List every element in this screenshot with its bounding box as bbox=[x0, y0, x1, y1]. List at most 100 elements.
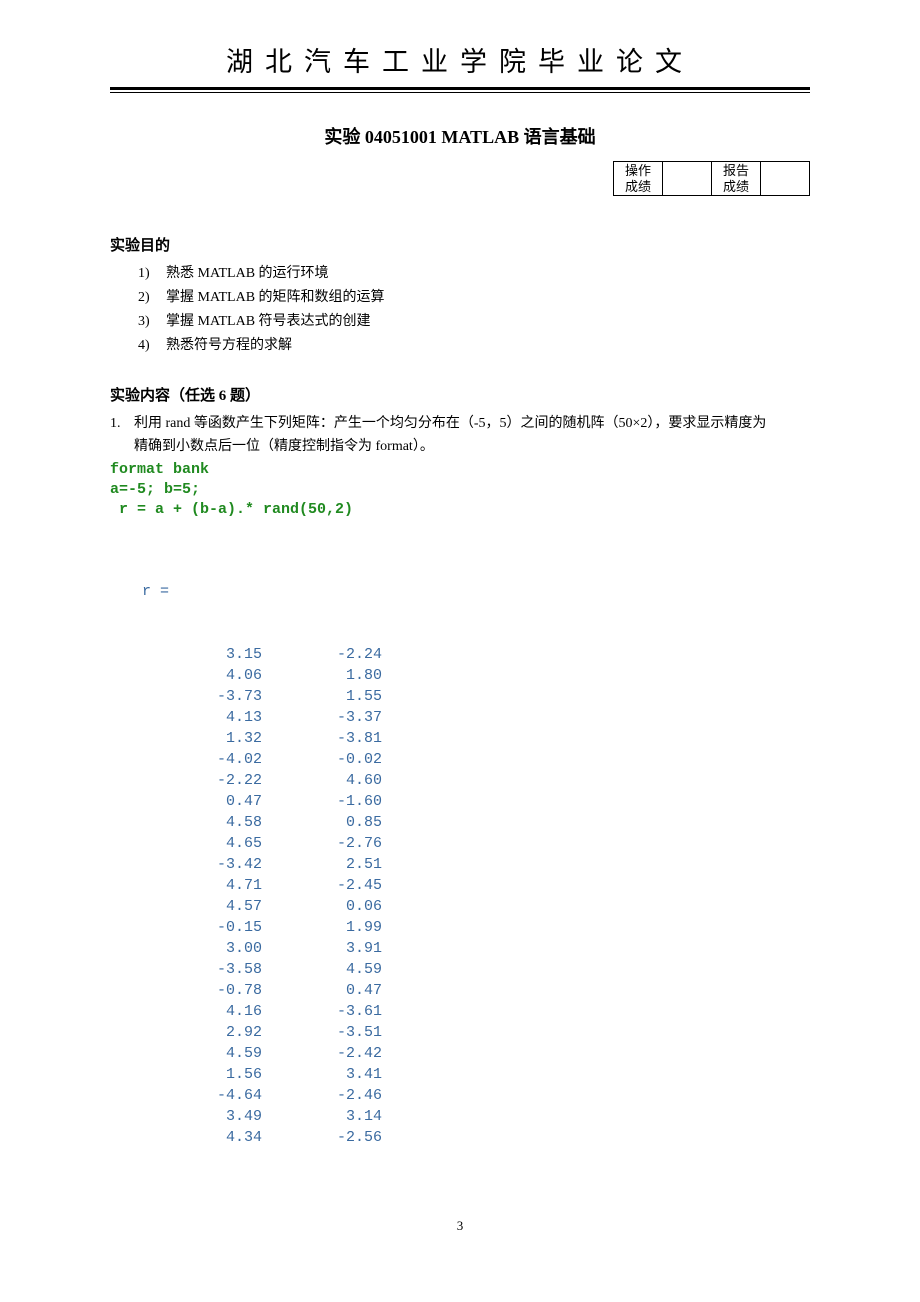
output-row: -2.224.60 bbox=[142, 770, 810, 791]
score-op-value bbox=[663, 162, 712, 196]
output-cell: -2.24 bbox=[262, 644, 382, 665]
output-cell: 3.14 bbox=[262, 1106, 382, 1127]
score-op-label-2: 成绩 bbox=[625, 179, 651, 194]
score-rep-label-1: 报告 bbox=[723, 163, 749, 178]
output-cell: 4.65 bbox=[142, 833, 262, 854]
score-rep-label: 报告 成绩 bbox=[712, 162, 761, 196]
output-cell: 3.41 bbox=[262, 1064, 382, 1085]
output-cell: 1.56 bbox=[142, 1064, 262, 1085]
page-number: 3 bbox=[110, 1218, 810, 1234]
output-cell: 4.60 bbox=[262, 770, 382, 791]
output-cell: 0.47 bbox=[262, 980, 382, 1001]
output-cell: -3.81 bbox=[262, 728, 382, 749]
question-num: 1. bbox=[110, 413, 134, 435]
output-cell: 2.51 bbox=[262, 854, 382, 875]
output-row: 4.16-3.61 bbox=[142, 1001, 810, 1022]
list-item: 3)掌握 MATLAB 符号表达式的创建 bbox=[138, 311, 810, 332]
output-row: 1.563.41 bbox=[142, 1064, 810, 1085]
output-cell: -2.56 bbox=[262, 1127, 382, 1148]
question-text: 利用 rand 等函数产生下列矩阵：产生一个均匀分布在（-5，5）之间的随机阵（… bbox=[134, 413, 774, 458]
obj-text: 熟悉 MATLAB 的运行环境 bbox=[166, 266, 329, 281]
output-row: 4.65-2.76 bbox=[142, 833, 810, 854]
output-row: -3.584.59 bbox=[142, 959, 810, 980]
obj-text: 熟悉符号方程的求解 bbox=[166, 338, 292, 353]
output-cell: -0.78 bbox=[142, 980, 262, 1001]
output-row: 3.15-2.24 bbox=[142, 644, 810, 665]
output-cell: 3.49 bbox=[142, 1106, 262, 1127]
output-cell: -2.22 bbox=[142, 770, 262, 791]
output-cell: 1.80 bbox=[262, 665, 382, 686]
output-cell: 4.06 bbox=[142, 665, 262, 686]
output-cell: 1.55 bbox=[262, 686, 382, 707]
output-cell: 4.16 bbox=[142, 1001, 262, 1022]
score-op-label: 操作 成绩 bbox=[614, 162, 663, 196]
output-cell: -4.02 bbox=[142, 749, 262, 770]
content-heading: 实验内容（任选 6 题） bbox=[110, 384, 810, 405]
output-cell: 4.34 bbox=[142, 1127, 262, 1148]
score-op-label-1: 操作 bbox=[625, 163, 651, 178]
output-cell: 0.06 bbox=[262, 896, 382, 917]
list-item: 4)熟悉符号方程的求解 bbox=[138, 335, 810, 356]
header-rule-thick bbox=[110, 87, 810, 90]
output-cell: 4.13 bbox=[142, 707, 262, 728]
output-cell: -3.37 bbox=[262, 707, 382, 728]
code-block: format bank a=-5; b=5; r = a + (b-a).* r… bbox=[110, 460, 810, 521]
output-row: 1.32-3.81 bbox=[142, 728, 810, 749]
obj-num: 4) bbox=[138, 335, 166, 356]
obj-num: 2) bbox=[138, 287, 166, 308]
list-item: 2)掌握 MATLAB 的矩阵和数组的运算 bbox=[138, 287, 810, 308]
output-row: 3.003.91 bbox=[142, 938, 810, 959]
output-cell: -3.58 bbox=[142, 959, 262, 980]
output-row: 4.13-3.37 bbox=[142, 707, 810, 728]
purpose-heading: 实验目的 bbox=[110, 234, 810, 255]
score-rep-value bbox=[761, 162, 810, 196]
output-rows: 3.15-2.244.061.80-3.731.554.13-3.371.32-… bbox=[142, 644, 810, 1148]
output-row: 0.47-1.60 bbox=[142, 791, 810, 812]
score-rep-label-2: 成绩 bbox=[723, 179, 749, 194]
output-cell: -4.64 bbox=[142, 1085, 262, 1106]
output-row: -4.02-0.02 bbox=[142, 749, 810, 770]
code-line: a=-5; b=5; bbox=[110, 481, 200, 498]
output-row: 4.34-2.56 bbox=[142, 1127, 810, 1148]
list-item: 1)熟悉 MATLAB 的运行环境 bbox=[138, 263, 810, 284]
output-cell: 4.59 bbox=[262, 959, 382, 980]
objectives-list: 1)熟悉 MATLAB 的运行环境 2)掌握 MATLAB 的矩阵和数组的运算 … bbox=[110, 263, 810, 356]
output-row: -4.64-2.46 bbox=[142, 1085, 810, 1106]
output-cell: 3.15 bbox=[142, 644, 262, 665]
output-row: 4.580.85 bbox=[142, 812, 810, 833]
output-row: 4.71-2.45 bbox=[142, 875, 810, 896]
output-cell: 3.91 bbox=[262, 938, 382, 959]
output-cell: 2.92 bbox=[142, 1022, 262, 1043]
obj-text: 掌握 MATLAB 符号表达式的创建 bbox=[166, 314, 371, 329]
output-cell: -3.51 bbox=[262, 1022, 382, 1043]
obj-num: 1) bbox=[138, 263, 166, 284]
output-cell: -2.42 bbox=[262, 1043, 382, 1064]
output-row: -0.151.99 bbox=[142, 917, 810, 938]
output-cell: 0.47 bbox=[142, 791, 262, 812]
output-cell: -0.15 bbox=[142, 917, 262, 938]
output-row: -0.780.47 bbox=[142, 980, 810, 1001]
output-cell: 3.00 bbox=[142, 938, 262, 959]
score-table: 操作 成绩 报告 成绩 bbox=[613, 161, 810, 196]
output-cell: -0.02 bbox=[262, 749, 382, 770]
code-line: r = a + (b-a).* rand(50,2) bbox=[110, 501, 353, 518]
output-row: -3.422.51 bbox=[142, 854, 810, 875]
output-cell: -3.42 bbox=[142, 854, 262, 875]
output-row: 2.92-3.51 bbox=[142, 1022, 810, 1043]
output-row: 3.493.14 bbox=[142, 1106, 810, 1127]
output-cell: 0.85 bbox=[262, 812, 382, 833]
obj-num: 3) bbox=[138, 311, 166, 332]
output-row: 4.570.06 bbox=[142, 896, 810, 917]
output-var: r = bbox=[142, 581, 810, 602]
question-block: 1.利用 rand 等函数产生下列矩阵：产生一个均匀分布在（-5，5）之间的随机… bbox=[110, 413, 810, 458]
output-cell: 1.99 bbox=[262, 917, 382, 938]
output-cell: -2.46 bbox=[262, 1085, 382, 1106]
output-cell: 4.58 bbox=[142, 812, 262, 833]
output-row: 4.061.80 bbox=[142, 665, 810, 686]
output-cell: 4.59 bbox=[142, 1043, 262, 1064]
output-row: 4.59-2.42 bbox=[142, 1043, 810, 1064]
output-cell: -3.61 bbox=[262, 1001, 382, 1022]
output-cell: 4.57 bbox=[142, 896, 262, 917]
experiment-title: 实验 04051001 MATLAB 语言基础 bbox=[110, 123, 810, 149]
output-cell: -3.73 bbox=[142, 686, 262, 707]
